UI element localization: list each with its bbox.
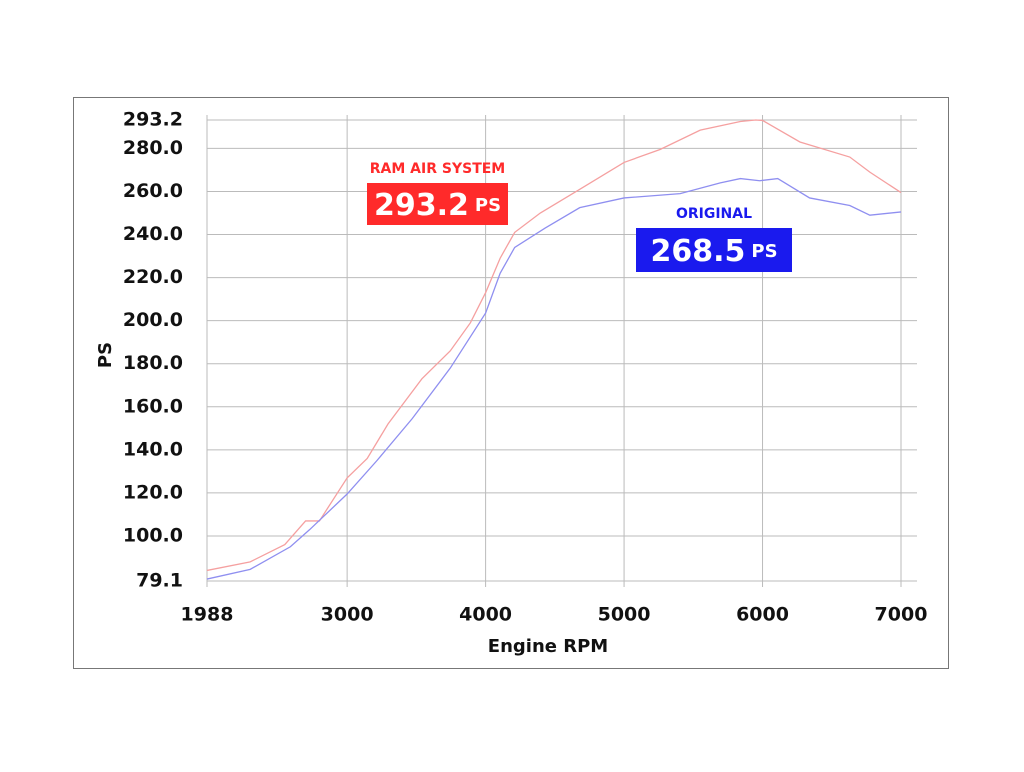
frame <box>73 97 949 669</box>
y-tick-label: 160.0 <box>123 395 183 417</box>
y-tick-label: 280.0 <box>123 137 183 159</box>
y-tick-label: 140.0 <box>123 438 183 460</box>
y-tick-label: 200.0 <box>123 309 183 331</box>
y-tick-label: 220.0 <box>123 266 183 288</box>
y-tick-label: 180.0 <box>123 352 183 374</box>
y-axis-label: PS <box>95 342 116 368</box>
y-tick-label: 240.0 <box>123 223 183 245</box>
peak-value: 293.2 <box>374 188 469 223</box>
legend-label: RAM AIR SYSTEM <box>370 161 505 177</box>
x-tick-label: 6000 <box>736 604 789 626</box>
peak-unit: PS <box>751 241 777 262</box>
line <box>206 177 902 580</box>
annotation-box <box>367 183 508 225</box>
peak-value: 268.5 <box>650 234 745 269</box>
x-tick-label: 5000 <box>598 604 651 626</box>
x-tick-label: 4000 <box>459 604 512 626</box>
y-tick-label: 100.0 <box>123 524 183 546</box>
x-tick-label: 1988 <box>181 604 234 626</box>
line <box>206 119 902 572</box>
x-tick-label: 7000 <box>875 604 928 626</box>
y-tick-label: 260.0 <box>123 180 183 202</box>
y-tick-label: 293.2 <box>123 109 183 131</box>
legend-label: ORIGINAL <box>676 206 752 222</box>
y-tick-label: 120.0 <box>123 481 183 503</box>
x-tick-label: 3000 <box>321 604 374 626</box>
peak-unit: PS <box>475 195 501 216</box>
x-axis-label: Engine RPM <box>488 636 608 657</box>
y-tick-label: 79.1 <box>136 570 183 592</box>
annotation-text: 268.5 PS <box>650 234 777 269</box>
annotation-box <box>636 228 792 272</box>
annotation-text: 293.2 PS <box>374 188 501 223</box>
